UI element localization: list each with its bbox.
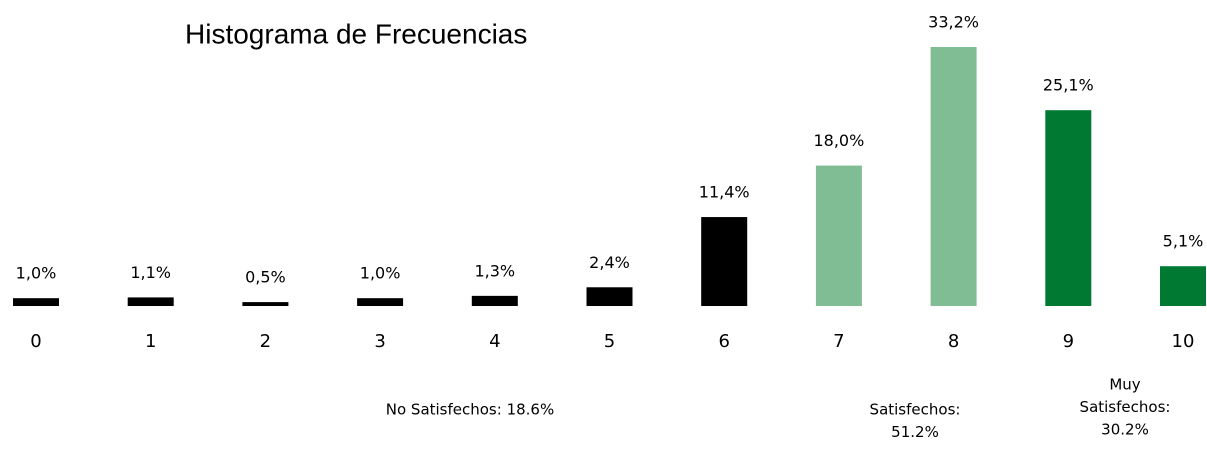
value-label: 25,1% — [1043, 76, 1094, 95]
x-tick-label: 2 — [260, 331, 271, 352]
bar — [930, 47, 977, 306]
x-tick-label: 6 — [718, 331, 729, 352]
value-label: 2,4% — [589, 253, 630, 272]
bar — [13, 298, 59, 306]
annotation: Satisfechos: — [1080, 398, 1171, 416]
value-label: 1,3% — [474, 261, 515, 280]
bar — [471, 295, 518, 306]
annotation: 30.2% — [1101, 421, 1149, 439]
x-tick-label: 4 — [489, 331, 500, 352]
value-label: 18,0% — [813, 131, 864, 150]
value-label: 1,0% — [360, 264, 401, 283]
annotation: Satisfechos: — [870, 401, 961, 419]
x-tick-label: 7 — [833, 331, 844, 352]
x-tick-label: 10 — [1172, 331, 1195, 352]
bar — [586, 287, 633, 306]
x-tick-label: 9 — [1063, 331, 1074, 352]
annotation: No Satisfechos: 18.6% — [386, 401, 554, 419]
value-label: 1,0% — [16, 264, 57, 283]
annotation: Muy — [1109, 376, 1140, 394]
value-label: 0,5% — [245, 268, 286, 287]
x-tick-label: 3 — [374, 331, 385, 352]
value-label: 1,1% — [130, 263, 171, 282]
value-label: 33,2% — [928, 13, 979, 32]
x-tick-label: 1 — [145, 331, 156, 352]
x-tick-label: 5 — [604, 331, 615, 352]
bar — [1160, 266, 1206, 306]
value-label: 11,4% — [699, 183, 750, 202]
annotation: 51.2% — [891, 423, 939, 441]
chart-title: Histograma de Frecuencias — [185, 18, 527, 49]
value-label: 5,1% — [1163, 232, 1204, 251]
bar — [127, 297, 174, 306]
bar — [701, 217, 748, 306]
bar — [357, 298, 404, 306]
bar — [815, 165, 862, 306]
bar — [1045, 110, 1092, 306]
x-tick-label: 0 — [30, 331, 41, 352]
bar — [242, 302, 289, 306]
x-tick-label: 8 — [948, 331, 959, 352]
